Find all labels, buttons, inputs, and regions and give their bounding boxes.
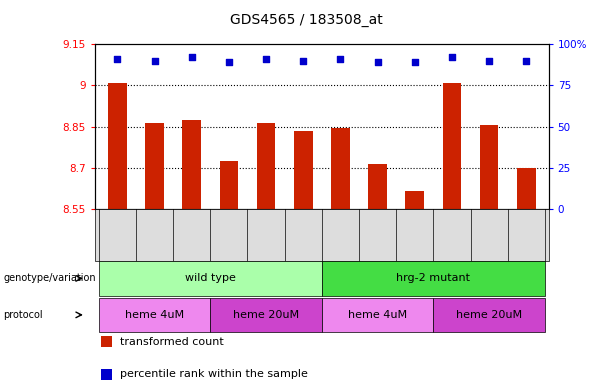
Bar [517,168,536,209]
Point [447,54,457,60]
Text: heme 4uM: heme 4uM [125,310,184,320]
Text: heme 20uM: heme 20uM [233,310,299,320]
Point [373,59,383,65]
Text: transformed count: transformed count [120,337,223,347]
Point [112,56,122,62]
Bar [331,128,349,209]
Bar [294,131,313,209]
Text: wild type: wild type [185,273,236,283]
Bar [368,164,387,209]
Point [522,58,531,64]
Bar [108,83,127,209]
Bar [405,191,424,209]
Text: percentile rank within the sample: percentile rank within the sample [120,369,307,379]
Point [299,58,308,64]
Point [410,59,420,65]
Point [187,54,197,60]
Point [224,59,234,65]
Bar [443,83,461,209]
Point [335,56,345,62]
Text: heme 4uM: heme 4uM [348,310,407,320]
Text: hrg-2 mutant: hrg-2 mutant [397,273,470,283]
Bar [219,161,238,209]
Point [261,56,271,62]
Bar [145,122,164,209]
Point [150,58,159,64]
Text: GDS4565 / 183508_at: GDS4565 / 183508_at [230,13,383,27]
Bar [480,125,498,209]
Text: genotype/variation: genotype/variation [3,273,96,283]
Bar [257,122,275,209]
Bar [183,120,201,209]
Text: protocol: protocol [3,310,43,320]
Point [484,58,494,64]
Text: heme 20uM: heme 20uM [456,310,522,320]
